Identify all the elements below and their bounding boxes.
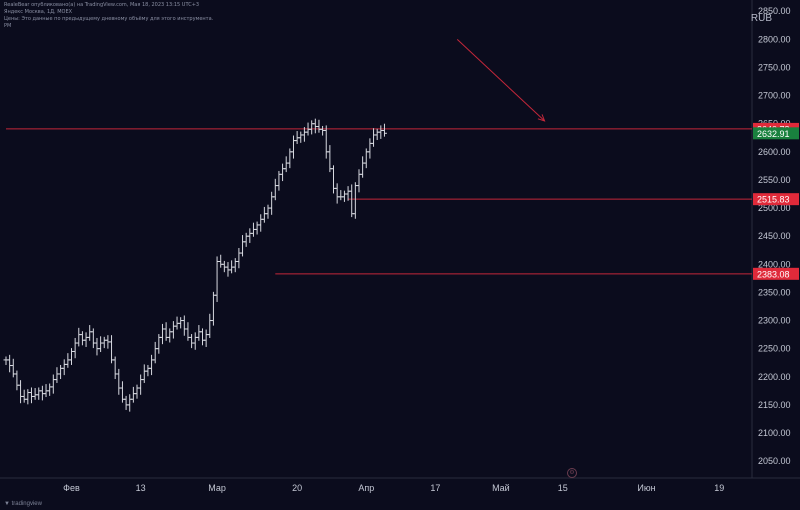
x-tick-label: Июн bbox=[637, 483, 655, 493]
symbol-info: Яндекс Москва, 1Д, MOEX bbox=[4, 9, 73, 15]
price-label-text: 2383.08 bbox=[757, 269, 790, 279]
data-note: Цены: Это данные по предыдущему дневному… bbox=[4, 16, 214, 22]
annotation-arrow-head bbox=[537, 114, 546, 122]
y-tick-label: 2700.00 bbox=[758, 91, 791, 101]
price-label-box bbox=[753, 193, 799, 206]
settings-icon[interactable]: ⚙ bbox=[567, 468, 577, 478]
y-tick-label: 2600.00 bbox=[758, 147, 791, 157]
y-tick-label: 2550.00 bbox=[758, 175, 791, 185]
price-label-text: 2632.91 bbox=[757, 129, 790, 139]
x-tick-label: Апр bbox=[358, 483, 374, 493]
y-tick-label: 2450.00 bbox=[758, 231, 791, 241]
annotation-arrow-line bbox=[456, 38, 545, 122]
y-tick-label: 2800.00 bbox=[758, 34, 791, 44]
y-tick-label: 2750.00 bbox=[758, 62, 791, 72]
x-tick-label: Мар bbox=[208, 483, 226, 493]
session-note: PM bbox=[4, 23, 12, 29]
publish-info: RealeBear опубликовано(а) на TradingView… bbox=[4, 2, 200, 8]
x-tick-label: 13 bbox=[136, 483, 146, 493]
price-label-box bbox=[753, 127, 799, 140]
y-tick-label: 2250.00 bbox=[758, 344, 791, 354]
tradingview-watermark: ▼ tradingview bbox=[4, 501, 42, 507]
x-tick-label: Фев bbox=[63, 483, 80, 493]
y-tick-label: 2200.00 bbox=[758, 372, 791, 382]
price-bars bbox=[3, 118, 387, 412]
price-label-text: 2515.83 bbox=[757, 195, 790, 205]
x-tick-label: 20 bbox=[292, 483, 302, 493]
y-tick-label: 2050.00 bbox=[758, 456, 791, 466]
y-tick-label: 2850.00 bbox=[758, 6, 791, 16]
y-tick-label: 2350.00 bbox=[758, 287, 791, 297]
y-tick-label: 2150.00 bbox=[758, 400, 791, 410]
y-tick-label: 2500.00 bbox=[758, 203, 791, 213]
x-tick-label: 17 bbox=[430, 483, 440, 493]
y-tick-label: 2300.00 bbox=[758, 316, 791, 326]
x-tick-label: Май bbox=[492, 483, 510, 493]
x-tick-label: 19 bbox=[714, 483, 724, 493]
currency-label[interactable]: RUB bbox=[750, 13, 772, 24]
y-tick-label: 2100.00 bbox=[758, 428, 791, 438]
y-tick-label: 2400.00 bbox=[758, 259, 791, 269]
price-label-box bbox=[753, 267, 799, 280]
x-tick-label: 15 bbox=[558, 483, 568, 493]
